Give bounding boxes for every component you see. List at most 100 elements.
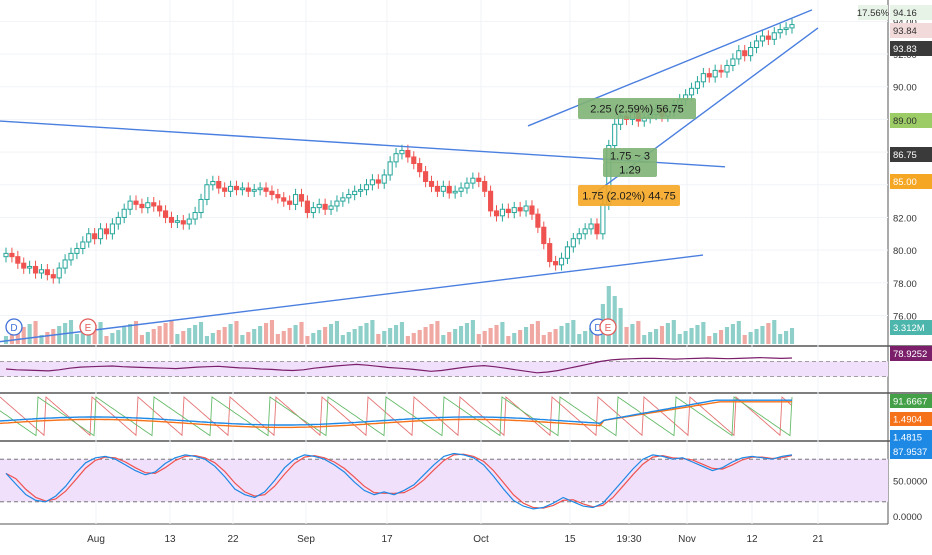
volume-bar [606,286,611,344]
candle-body [464,182,470,189]
candle-body [15,256,21,264]
volume-bar [187,328,192,344]
candle-body [192,212,198,220]
price-tick-label: 80.00 [893,246,917,257]
candle-body [748,46,754,57]
volume-bar [151,329,156,344]
volume-bar [553,329,558,344]
candle-body [688,87,695,96]
earnings-marker[interactable] [599,318,617,336]
volume-bar [547,332,552,344]
time-tick-label: 21 [812,534,824,545]
volume-bar [21,327,26,344]
volume-bar [39,335,44,344]
candle-body [423,171,429,182]
candle-body [405,149,411,158]
price-tick-label: 78.00 [893,279,917,290]
candle-body [594,223,600,235]
price-tick-label: 94.00 [893,17,917,28]
candle-body [275,194,281,199]
candle-body [387,161,393,176]
volume-bar [258,326,263,344]
volume-bar [376,334,381,344]
rsi-value-label: 78.9252 [893,349,927,360]
candle-body [411,156,417,165]
volume-bar [512,333,517,344]
candle-body [582,228,588,235]
volume-bar [766,323,771,344]
volume-bar [240,335,245,344]
time-tick-label: 12 [746,534,758,545]
candle-body [488,190,494,212]
volume-bar [523,327,529,344]
stoch-band [0,459,888,502]
candle-body [304,200,310,214]
candle-body [328,205,334,210]
time-tick-label: Oct [473,534,489,545]
candle-body [523,205,529,212]
candle-body [511,207,517,214]
volume-bar [713,333,718,344]
measure-annotation-box[interactable] [603,162,657,177]
time-tick-label: Sep [297,534,315,545]
measure-annotation-box[interactable] [578,185,680,206]
time-tick-label: 19:30 [616,534,641,545]
volume-bar [541,335,546,344]
candle-body [80,241,86,249]
candle-body [316,203,322,209]
volume-bar [74,334,79,344]
volume-bar [736,321,741,344]
volume-bar [287,328,292,344]
measure-annotation-box[interactable] [578,98,696,119]
volume-bar [216,330,221,344]
volume-bar [246,332,251,344]
volume-bar [470,320,475,344]
candle-body [694,81,701,89]
volume-bar [730,324,735,344]
candle-body [310,207,316,214]
volume-bar [163,323,168,344]
earnings-marker[interactable] [79,318,97,336]
target-price-badge [890,113,932,128]
volume-value-label: 3.312M [893,323,925,334]
oscillator-orange-line [0,401,792,429]
candle-body [558,257,565,266]
candle-body [470,177,476,184]
candle-body [233,185,240,191]
candle-body [127,200,133,210]
volume-bar [293,325,298,344]
measure-annotation-box[interactable] [603,148,657,163]
change-percent-badge [858,5,888,20]
rsi-value-badge [890,346,932,361]
price-tick-label: 82.00 [893,213,917,224]
volume-bar [210,333,215,344]
volume-bar [748,332,753,344]
dividend-marker[interactable] [5,318,23,336]
volume-bar [263,323,269,344]
volume-bar [482,331,487,344]
candle-body [482,180,488,192]
volume-bar [388,328,393,344]
candle-body [547,243,553,263]
wedge-top-line[interactable] [527,9,813,127]
volume-bar [193,325,198,344]
candle-body [251,189,257,192]
volume-bar [778,334,783,344]
candle-body [204,184,210,200]
candle-body [529,205,535,215]
stop-price-badge [890,174,932,189]
candle-body [730,58,736,66]
volume-bar [222,327,227,344]
entry-price-badge [890,147,932,162]
volume-bar [269,320,275,344]
aroon-up-value-badge [890,394,932,408]
candle-body [198,198,204,214]
volume-bar [86,328,91,344]
measure-annotation-label: 2.25 (2.59%) 56.75 [590,104,684,116]
candle-body [38,269,45,274]
lower-trend-line[interactable] [0,254,704,343]
volume-bar [447,332,452,344]
candle-body [44,269,50,276]
